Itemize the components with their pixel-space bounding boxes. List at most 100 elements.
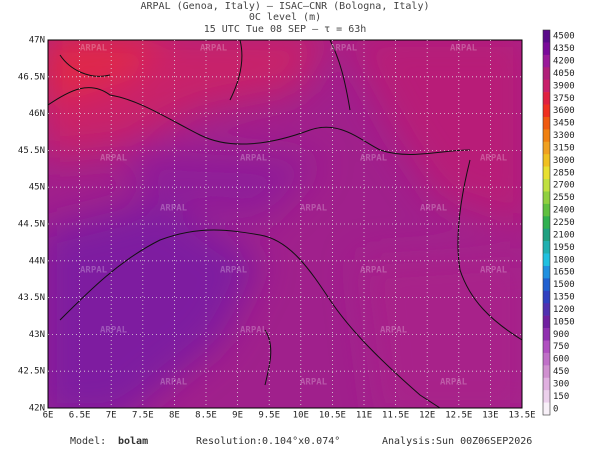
colorbar-swatch: [543, 377, 550, 391]
colorbar-label: 4200: [553, 57, 575, 67]
x-tick-label: 13.5E: [508, 411, 535, 421]
watermark: ARPAL: [440, 378, 468, 388]
x-tick-label: 8E: [169, 411, 180, 421]
y-tick-label: 43N: [29, 330, 45, 340]
colorbar-swatch: [543, 79, 550, 93]
watermark: ARPAL: [200, 44, 228, 54]
colorbar-swatch: [543, 129, 550, 143]
y-tick-label: 45.5N: [18, 146, 45, 156]
colorbar-swatch: [543, 179, 550, 192]
watermark: ARPAL: [240, 326, 268, 336]
colorbar-label: 450: [553, 367, 569, 377]
colorbar-swatch: [543, 315, 550, 329]
colorbar-label: 3600: [553, 106, 575, 116]
colorbar-swatch: [543, 141, 550, 155]
colorbar-label: 3900: [553, 81, 575, 91]
y-tick-label: 46.5N: [18, 72, 45, 82]
colorbar-swatch: [543, 30, 550, 43]
x-tick-label: 7E: [106, 411, 117, 421]
colorbar-swatch: [543, 166, 550, 180]
y-tick-label: 46N: [29, 109, 45, 119]
colorbar-label: 4350: [553, 44, 575, 54]
colorbar-swatch: [543, 92, 550, 105]
x-tick-label: 12.5E: [445, 411, 472, 421]
watermark: ARPAL: [100, 326, 128, 336]
colorbar-swatch: [543, 191, 550, 205]
colorbar-label: 1650: [553, 268, 575, 278]
x-tick-label: 9.5E: [258, 411, 280, 421]
x-tick-label: 11.5E: [382, 411, 409, 421]
x-tick-label: 10.5E: [319, 411, 346, 421]
map: [48, 40, 522, 408]
colorbar-swatch: [543, 290, 550, 304]
colorbar-label: 2250: [553, 218, 575, 228]
colorbar-label: 3000: [553, 156, 575, 166]
colorbar-swatch: [543, 104, 550, 118]
colorbar-swatch: [543, 154, 550, 167]
colorbar-label: 3750: [553, 94, 575, 104]
footer-value: 0.104°x0.074°: [262, 436, 340, 447]
y-tick-label: 45N: [29, 183, 45, 193]
colorbar-label: 1050: [553, 317, 575, 327]
colorbar-swatch: [543, 42, 550, 56]
colorbar-label: 3150: [553, 143, 575, 153]
colorbar-swatch: [543, 216, 550, 230]
x-tick-label: 6E: [43, 411, 54, 421]
colorbar-swatch: [543, 54, 550, 68]
colorbar-label: 4500: [553, 32, 575, 42]
x-tick-label: 11E: [356, 411, 372, 421]
colorbar-swatch: [543, 365, 550, 379]
x-tick-label: 10E: [293, 411, 309, 421]
colorbar-swatch: [543, 253, 550, 267]
footer-label: Model:: [70, 436, 106, 447]
watermark: ARPAL: [480, 266, 508, 276]
colorbar-label: 1950: [553, 243, 575, 253]
colorbar-swatch: [543, 303, 550, 316]
watermark: ARPAL: [160, 204, 188, 214]
colorbar-swatch: [543, 116, 550, 130]
colorbar-label: 600: [553, 355, 569, 365]
footer-value: bolam: [118, 436, 148, 447]
header-line: 15 UTC Tue 08 SEP – τ = 63h: [204, 24, 367, 35]
colorbar-label: 2850: [553, 168, 575, 178]
watermark: ARPAL: [300, 378, 328, 388]
y-tick-label: 44N: [29, 256, 45, 266]
colorbar-label: 3300: [553, 131, 575, 141]
colorbar-label: 2550: [553, 193, 575, 203]
watermark: ARPAL: [160, 378, 188, 388]
colorbar-swatch: [543, 340, 550, 354]
colorbar-label: 2400: [553, 206, 575, 216]
colorbar-label: 1800: [553, 255, 575, 265]
colorbar-swatch: [543, 390, 550, 403]
colorbar-swatch: [543, 402, 550, 416]
colorbar-swatch: [543, 67, 550, 80]
footer-label: Analysis:: [382, 436, 436, 447]
y-tick-label: 42.5N: [18, 367, 45, 377]
colorbar-label: 900: [553, 330, 569, 340]
watermark: ARPAL: [380, 326, 408, 336]
colorbar-label: 1200: [553, 305, 575, 315]
watermark: ARPAL: [330, 44, 358, 54]
watermark: ARPAL: [80, 44, 108, 54]
colorbar-swatch: [543, 241, 550, 254]
y-tick-label: 47N: [29, 36, 45, 46]
colorbar-label: 300: [553, 379, 569, 389]
footer-label: Resolution:: [196, 436, 262, 447]
footer-value: Sun 00Z06SEP2026: [436, 436, 532, 447]
colorbar-swatch: [543, 265, 550, 279]
y-tick-label: 44.5N: [18, 220, 45, 230]
header-line: 0C level (m): [249, 12, 321, 23]
x-tick-label: 7.5E: [132, 411, 154, 421]
colorbar-swatch: [543, 328, 550, 341]
y-tick-label: 42N: [29, 404, 45, 414]
colorbar-label: 150: [553, 392, 569, 402]
colorbar-label: 3450: [553, 119, 575, 129]
colorbar-label: 2100: [553, 230, 575, 240]
x-tick-label: 12E: [419, 411, 435, 421]
colorbar-frame: [542, 29, 551, 416]
x-tick-label: 9E: [232, 411, 243, 421]
watermark: ARPAL: [450, 44, 478, 54]
x-tick-label: 8.5E: [195, 411, 217, 421]
watermark: ARPAL: [100, 154, 128, 164]
